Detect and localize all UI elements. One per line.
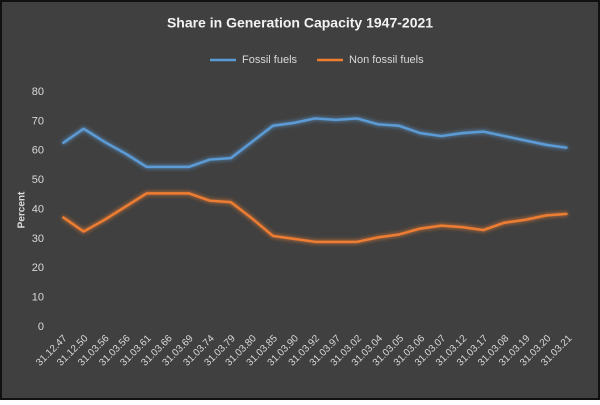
y-tick-label: 70 bbox=[32, 115, 44, 127]
y-tick-label: 50 bbox=[32, 174, 44, 186]
series-line bbox=[61, 192, 568, 244]
y-axis-label: Percent bbox=[17, 191, 28, 228]
legend-label: Non fossil fuels bbox=[349, 54, 424, 66]
legend-label: Fossil fuels bbox=[242, 54, 298, 66]
y-tick-label: 0 bbox=[38, 321, 44, 333]
y-tick-label: 20 bbox=[32, 262, 44, 274]
y-tick-label: 10 bbox=[32, 292, 44, 304]
y-tick-label: 40 bbox=[32, 203, 44, 215]
y-tick-label: 60 bbox=[32, 145, 44, 157]
y-tick-label: 30 bbox=[32, 233, 44, 245]
y-tick-label: 80 bbox=[32, 86, 44, 98]
series-line bbox=[61, 117, 568, 169]
chart-title: Share in Generation Capacity 1947-2021 bbox=[167, 15, 433, 31]
